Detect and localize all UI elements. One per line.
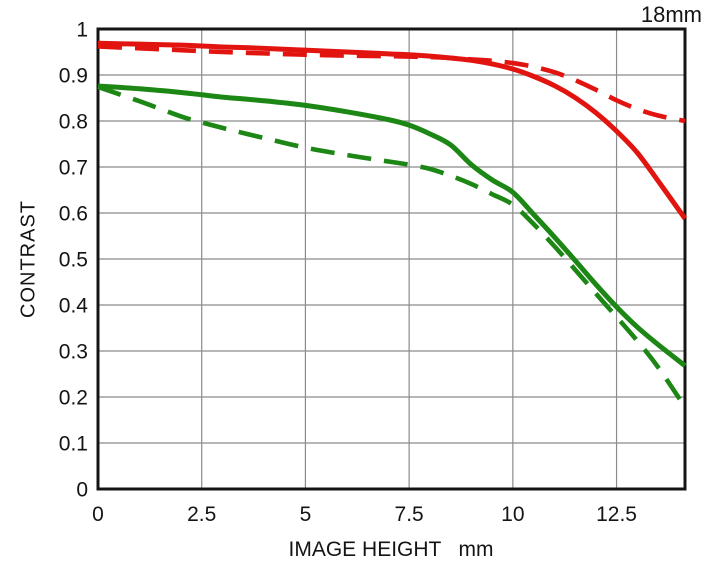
x-tick-label: 5 bbox=[300, 503, 312, 526]
y-axis-title: CONTRAST bbox=[17, 200, 40, 318]
y-tick-label: 0.4 bbox=[59, 295, 89, 318]
y-tick-label: 0.7 bbox=[59, 157, 88, 180]
plot-border bbox=[96, 27, 687, 491]
x-tick-label: 12.5 bbox=[596, 503, 637, 526]
y-tick-label: 0.5 bbox=[59, 249, 88, 272]
series-red-solid bbox=[97, 40, 688, 220]
y-tick-label: 0.6 bbox=[59, 203, 88, 226]
gridlines bbox=[98, 29, 685, 489]
series-green-dashed bbox=[97, 84, 687, 409]
y-tick-label: 0.8 bbox=[59, 111, 88, 134]
series-red-dashed bbox=[97, 44, 686, 124]
x-tick-label: 2.5 bbox=[187, 503, 216, 526]
y-axis-tick-labels: 0 0.1 0.2 0.3 0.4 0.5 0.6 0.7 0.8 0.9 1 bbox=[59, 19, 89, 502]
y-tick-label: 1 bbox=[76, 19, 88, 42]
y-tick-label: 0 bbox=[76, 479, 88, 502]
series-green-solid bbox=[97, 83, 687, 368]
y-tick-label: 0.2 bbox=[59, 387, 88, 410]
x-axis-tick-labels: 0 2.5 5 7.5 10 12.5 bbox=[92, 503, 637, 526]
x-tick-label: 7.5 bbox=[395, 503, 424, 526]
focal-length-label: 18mm bbox=[640, 2, 702, 27]
y-tick-label: 0.3 bbox=[59, 341, 88, 364]
y-tick-label: 0.9 bbox=[59, 65, 88, 88]
y-tick-label: 0.1 bbox=[59, 433, 88, 456]
x-axis-title: IMAGE HEIGHT mm bbox=[288, 538, 494, 561]
x-tick-label: 10 bbox=[501, 503, 524, 526]
x-tick-label: 0 bbox=[92, 503, 104, 526]
